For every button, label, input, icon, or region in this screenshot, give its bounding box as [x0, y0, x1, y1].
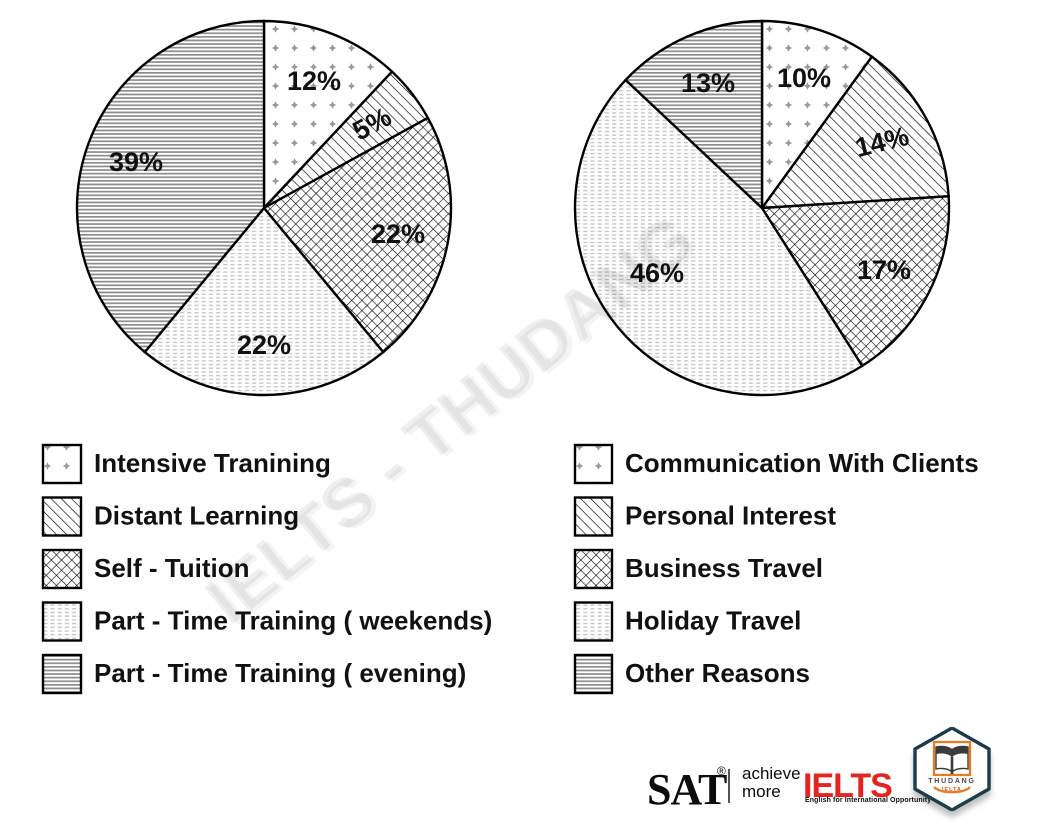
- svg-text:THUDANG: THUDANG: [928, 778, 976, 785]
